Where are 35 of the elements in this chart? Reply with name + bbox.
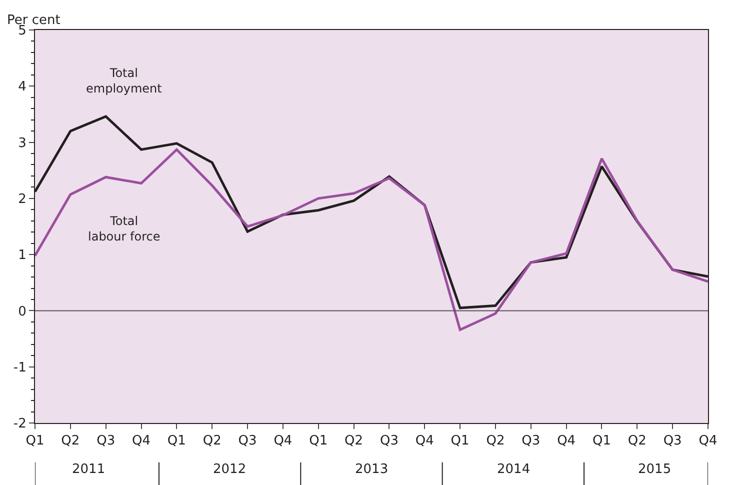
x-tick-label: Q1 — [26, 434, 44, 449]
y-tick-label: 2 — [18, 192, 26, 207]
x-tick-label: Q4 — [132, 434, 151, 449]
text: 2015 — [638, 462, 672, 477]
x-tick-label: Q4 — [415, 434, 434, 449]
x-tick-label: Q1 — [167, 434, 186, 449]
x-tick-label: Q3 — [96, 434, 116, 449]
y-tick-label: -1 — [13, 360, 26, 376]
line-series — [35, 148, 708, 332]
x-tick-label: Q1 — [309, 434, 328, 449]
x-tick-label: Q3 — [522, 434, 540, 449]
y-tick-label: 4 — [18, 80, 26, 95]
x-tick-label: Q2 — [202, 434, 222, 449]
text: 2013 — [355, 462, 388, 477]
x-tick-label: Q2 — [628, 434, 646, 449]
y-tick-label: -2 — [13, 416, 26, 432]
text: Total employment — [86, 66, 162, 96]
x-tick-label: Q1 — [592, 434, 611, 449]
x-tick-label: Q3 — [238, 434, 257, 449]
text: 2012 — [213, 462, 246, 477]
y-tick-label: 1 — [18, 248, 26, 264]
x-tick-label: Q2 — [486, 434, 505, 449]
text: Total labour force — [88, 214, 160, 244]
x-tick-label: Q1 — [450, 434, 470, 449]
x-tick-label: Q3 — [663, 434, 682, 449]
x-tick-label: Q2 — [61, 434, 80, 449]
x-tick-label: Q4 — [274, 434, 292, 449]
x-tick-label: Q4 — [557, 434, 576, 449]
x-tick-label: Q2 — [344, 434, 364, 449]
text: 2014 — [497, 462, 530, 477]
x-tick-label: Q4 — [698, 434, 718, 449]
x-tick-label: Q3 — [380, 434, 398, 449]
y-tick-label: 3 — [18, 136, 26, 151]
y-tick-label: 0 — [18, 304, 26, 320]
text: 2011 — [72, 462, 106, 477]
